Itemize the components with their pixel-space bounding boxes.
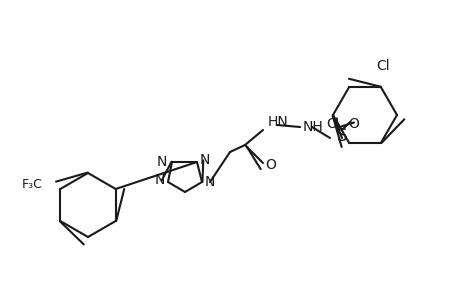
Text: O: O: [265, 158, 276, 172]
Text: N: N: [157, 155, 167, 169]
Text: S: S: [336, 127, 347, 145]
Text: N: N: [155, 173, 165, 187]
Text: N: N: [204, 175, 215, 189]
Text: HN: HN: [267, 115, 288, 129]
Text: N: N: [199, 153, 210, 167]
Text: O: O: [326, 117, 337, 131]
Text: O: O: [348, 117, 358, 131]
Text: F₃C: F₃C: [22, 178, 42, 191]
Text: Cl: Cl: [375, 59, 389, 73]
Text: NH: NH: [302, 120, 323, 134]
